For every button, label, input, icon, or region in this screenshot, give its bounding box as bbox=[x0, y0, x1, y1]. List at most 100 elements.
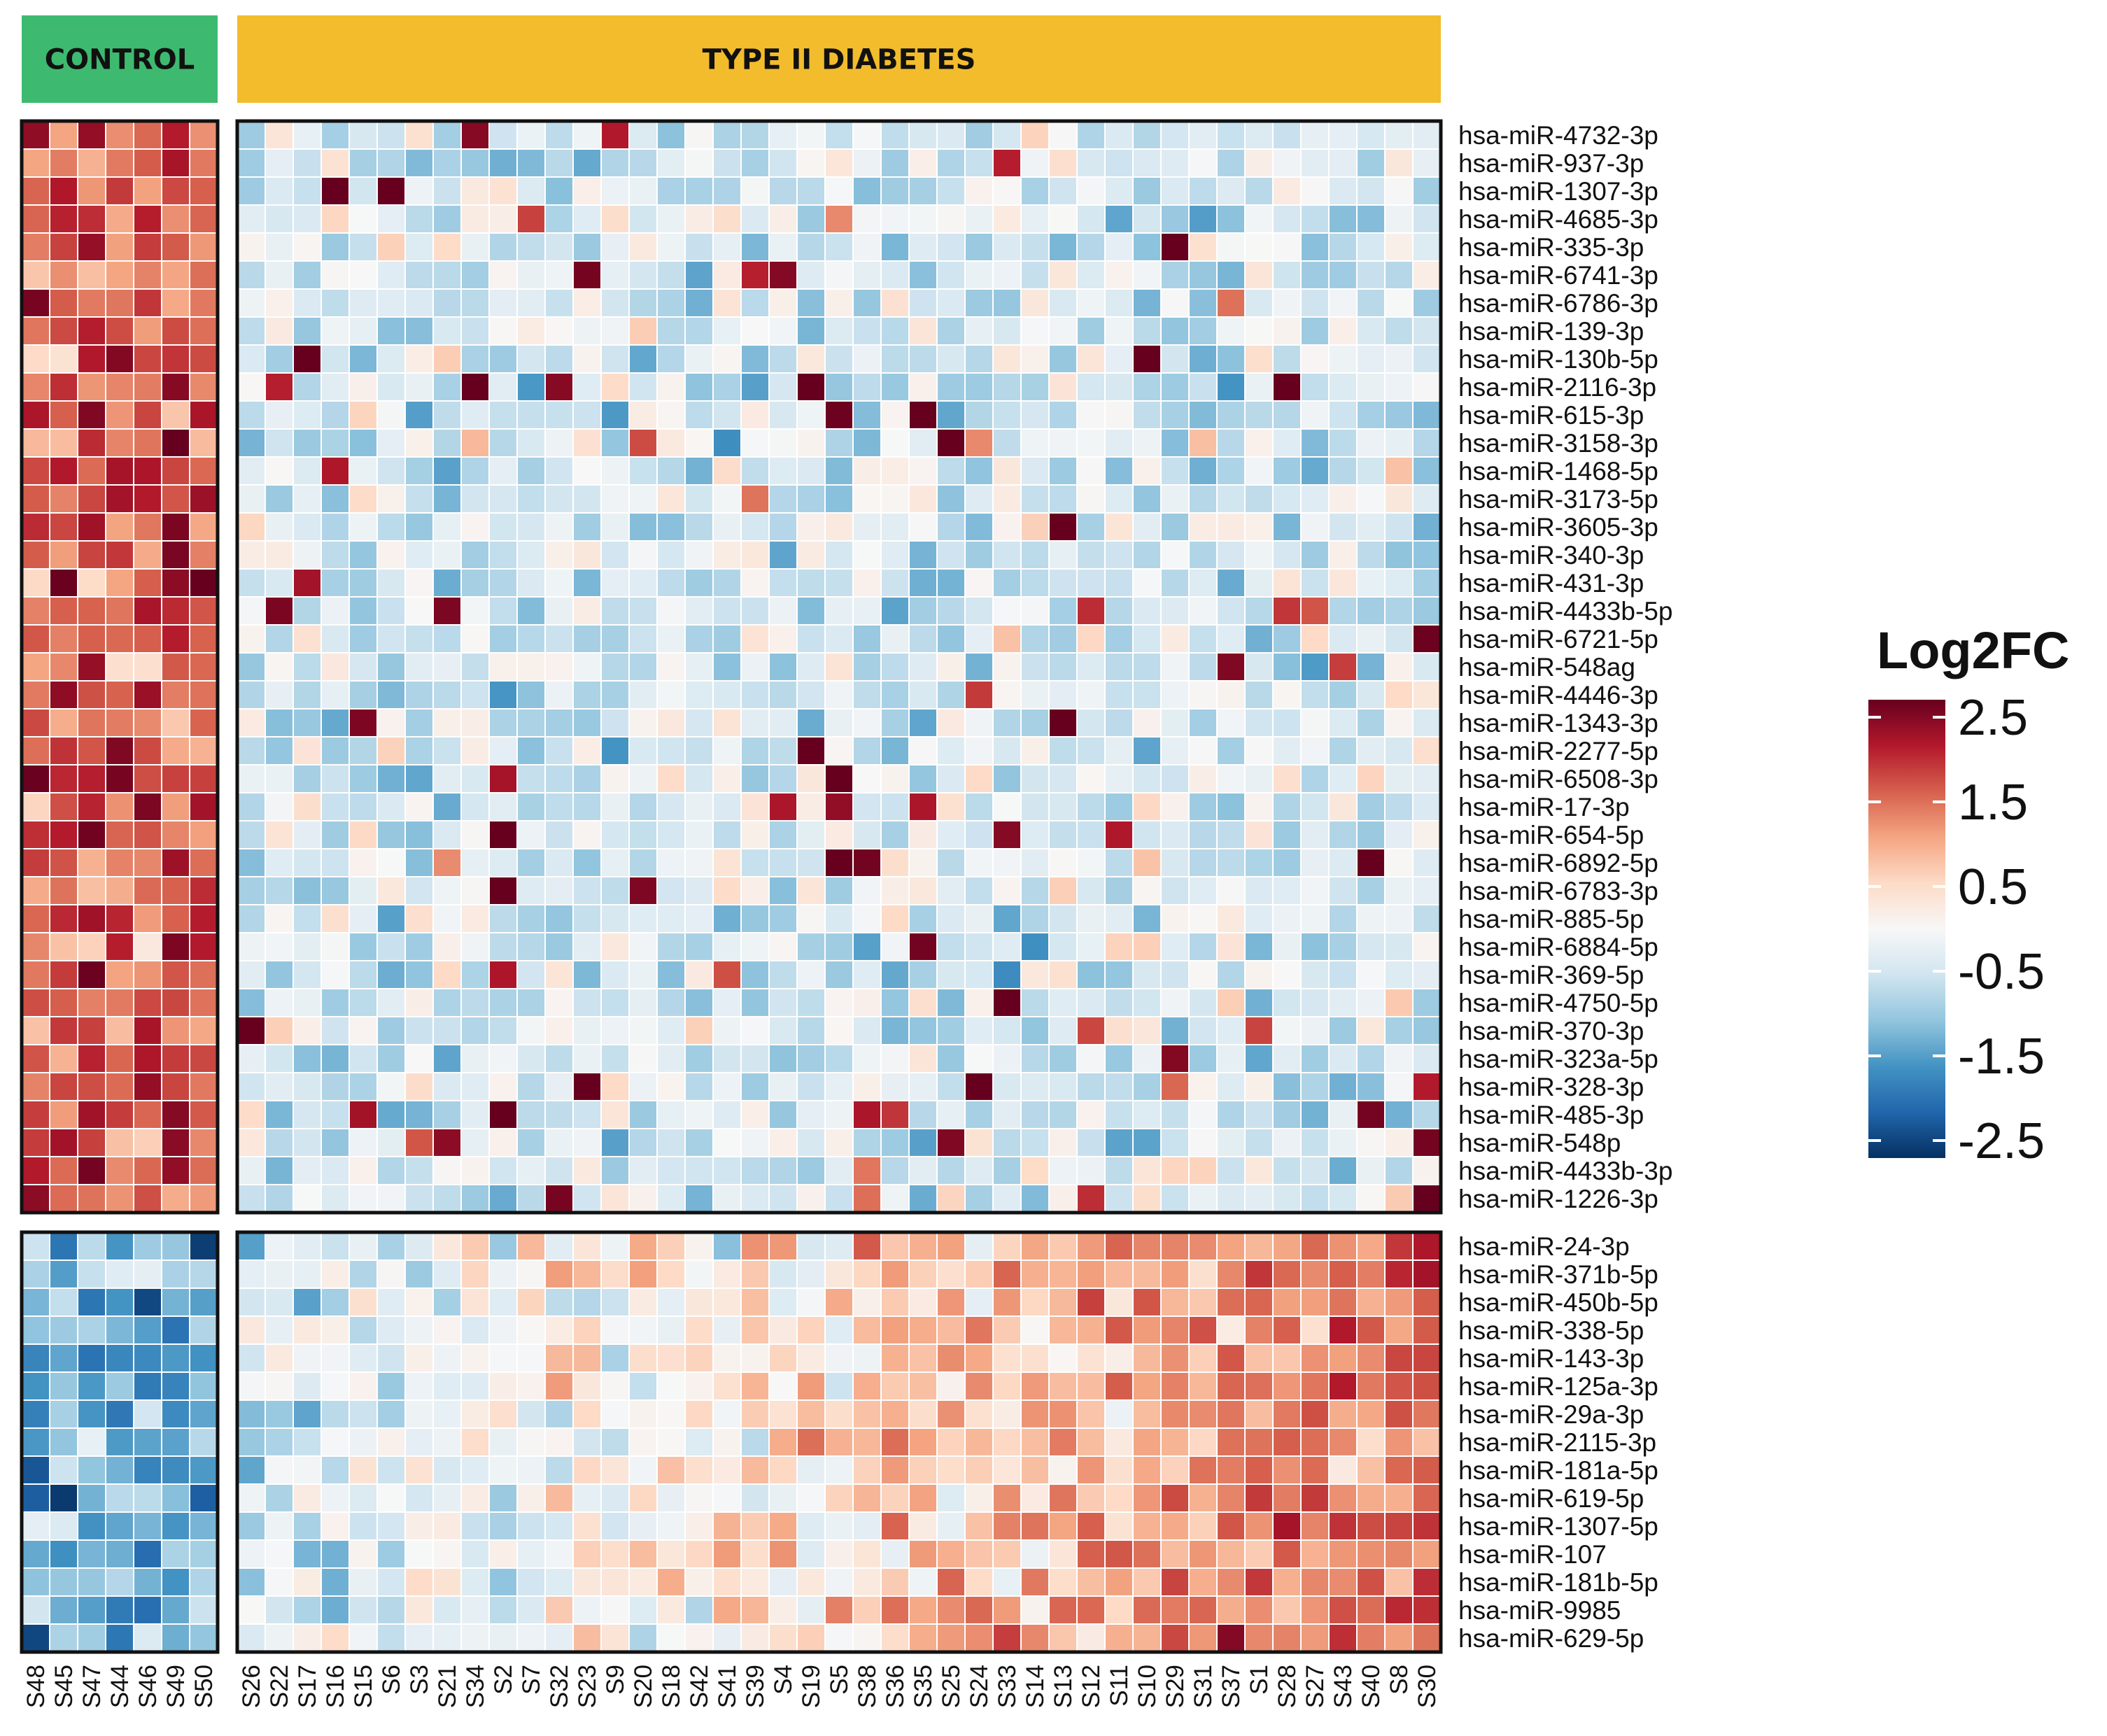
heatmap-cell bbox=[516, 1455, 546, 1485]
heatmap-cell bbox=[404, 1343, 434, 1373]
heatmap-cell bbox=[1384, 316, 1414, 346]
heatmap-cell bbox=[740, 988, 770, 1017]
heatmap-cell bbox=[49, 764, 78, 793]
heatmap-cell bbox=[712, 792, 742, 821]
heatmap-cell bbox=[1132, 288, 1162, 318]
heatmap-cell bbox=[656, 1259, 686, 1289]
group-header-control-label: CONTROL bbox=[45, 44, 195, 76]
heatmap-cell bbox=[684, 428, 714, 458]
heatmap-cell bbox=[1412, 400, 1442, 430]
heatmap-cell bbox=[740, 596, 770, 626]
heatmap-cell bbox=[133, 736, 162, 765]
heatmap-cell bbox=[432, 1455, 462, 1485]
heatmap-cell bbox=[404, 708, 434, 738]
heatmap-cell bbox=[1132, 960, 1162, 989]
heatmap-cell bbox=[1328, 1539, 1358, 1569]
heatmap-cell bbox=[1048, 372, 1078, 402]
heatmap-cell bbox=[1132, 1539, 1162, 1569]
heatmap-cell bbox=[656, 1595, 686, 1625]
heatmap-cell bbox=[1384, 484, 1414, 514]
heatmap-cell bbox=[964, 568, 994, 598]
heatmap-cell bbox=[1412, 484, 1442, 514]
heatmap-cell bbox=[105, 1595, 134, 1625]
heatmap-cell bbox=[161, 848, 190, 877]
heatmap-cell bbox=[1356, 1232, 1386, 1261]
heatmap-cell bbox=[544, 372, 574, 402]
heatmap-cell bbox=[824, 232, 854, 262]
heatmap-cell bbox=[1244, 1427, 1274, 1457]
heatmap-cell bbox=[768, 652, 798, 682]
row-label: hsa-miR-323a-5p bbox=[1458, 1045, 1658, 1073]
heatmap-cell bbox=[376, 148, 406, 178]
heatmap-cell bbox=[488, 932, 518, 961]
heatmap-cell bbox=[189, 904, 218, 933]
heatmap-cell bbox=[516, 988, 546, 1017]
heatmap-cell bbox=[237, 204, 266, 234]
heatmap-cell bbox=[880, 1623, 910, 1653]
heatmap-cell bbox=[1216, 596, 1246, 626]
heatmap-cell bbox=[1188, 1595, 1218, 1625]
heatmap-cell bbox=[488, 260, 518, 290]
heatmap-cell bbox=[516, 1315, 546, 1345]
heatmap-cell bbox=[1048, 148, 1078, 178]
heatmap-cell bbox=[77, 1184, 106, 1213]
heatmap-cell bbox=[1048, 820, 1078, 849]
heatmap-cell bbox=[49, 428, 78, 458]
heatmap-cell bbox=[105, 372, 134, 402]
heatmap-cell bbox=[320, 876, 350, 905]
heatmap-cell bbox=[49, 596, 78, 626]
heatmap-cell bbox=[572, 484, 602, 514]
heatmap-cell bbox=[1216, 960, 1246, 989]
heatmap-cell bbox=[1132, 1287, 1162, 1317]
heatmap-cell bbox=[488, 820, 518, 849]
heatmap-cell bbox=[516, 1343, 546, 1373]
heatmap-cell bbox=[1132, 1399, 1162, 1429]
heatmap-cell bbox=[1048, 1072, 1078, 1101]
heatmap-cell bbox=[404, 848, 434, 877]
heatmap-cell bbox=[1412, 1455, 1442, 1485]
heatmap-cell bbox=[21, 624, 50, 654]
heatmap-cell bbox=[796, 288, 826, 318]
heatmap-cell bbox=[432, 1595, 462, 1625]
heatmap-cell bbox=[712, 512, 742, 542]
heatmap-cell bbox=[1188, 596, 1218, 626]
column-label: S33 bbox=[994, 1665, 1021, 1708]
heatmap-cell bbox=[908, 344, 938, 374]
heatmap-cell bbox=[161, 372, 190, 402]
heatmap-cell bbox=[768, 1623, 798, 1653]
heatmap-cell bbox=[1076, 204, 1106, 234]
heatmap-cell bbox=[320, 288, 350, 318]
heatmap-cell bbox=[740, 708, 770, 738]
heatmap-cell bbox=[1020, 1072, 1050, 1101]
heatmap-cell bbox=[936, 428, 966, 458]
heatmap-cell bbox=[237, 1539, 266, 1569]
heatmap-cell bbox=[908, 1044, 938, 1073]
heatmap-cell bbox=[824, 848, 854, 877]
heatmap-cell bbox=[572, 1399, 602, 1429]
heatmap-cell bbox=[49, 540, 78, 570]
heatmap-cell bbox=[824, 1287, 854, 1317]
heatmap-cell bbox=[133, 260, 162, 290]
heatmap-cell bbox=[908, 1623, 938, 1653]
heatmap-cell bbox=[1356, 652, 1386, 682]
heatmap-cell bbox=[348, 176, 378, 206]
column-label: S36 bbox=[882, 1665, 909, 1708]
heatmap-cell bbox=[293, 1343, 322, 1373]
heatmap-cell bbox=[404, 204, 434, 234]
heatmap-cell bbox=[265, 932, 294, 961]
column-label: S15 bbox=[350, 1665, 377, 1708]
heatmap-cell bbox=[77, 1016, 106, 1045]
heatmap-cell bbox=[105, 876, 134, 905]
heatmap-cell bbox=[133, 1371, 162, 1401]
heatmap-cell bbox=[908, 680, 938, 710]
heatmap-cell bbox=[189, 596, 218, 626]
heatmap-cell bbox=[133, 764, 162, 793]
heatmap-cell bbox=[1244, 316, 1274, 346]
heatmap-cell bbox=[1300, 876, 1330, 905]
heatmap-cell bbox=[293, 260, 322, 290]
heatmap-cell bbox=[1328, 1371, 1358, 1401]
heatmap-cell bbox=[77, 316, 106, 346]
heatmap-cell bbox=[544, 204, 574, 234]
heatmap-cell bbox=[796, 1259, 826, 1289]
heatmap-cell bbox=[133, 120, 162, 150]
